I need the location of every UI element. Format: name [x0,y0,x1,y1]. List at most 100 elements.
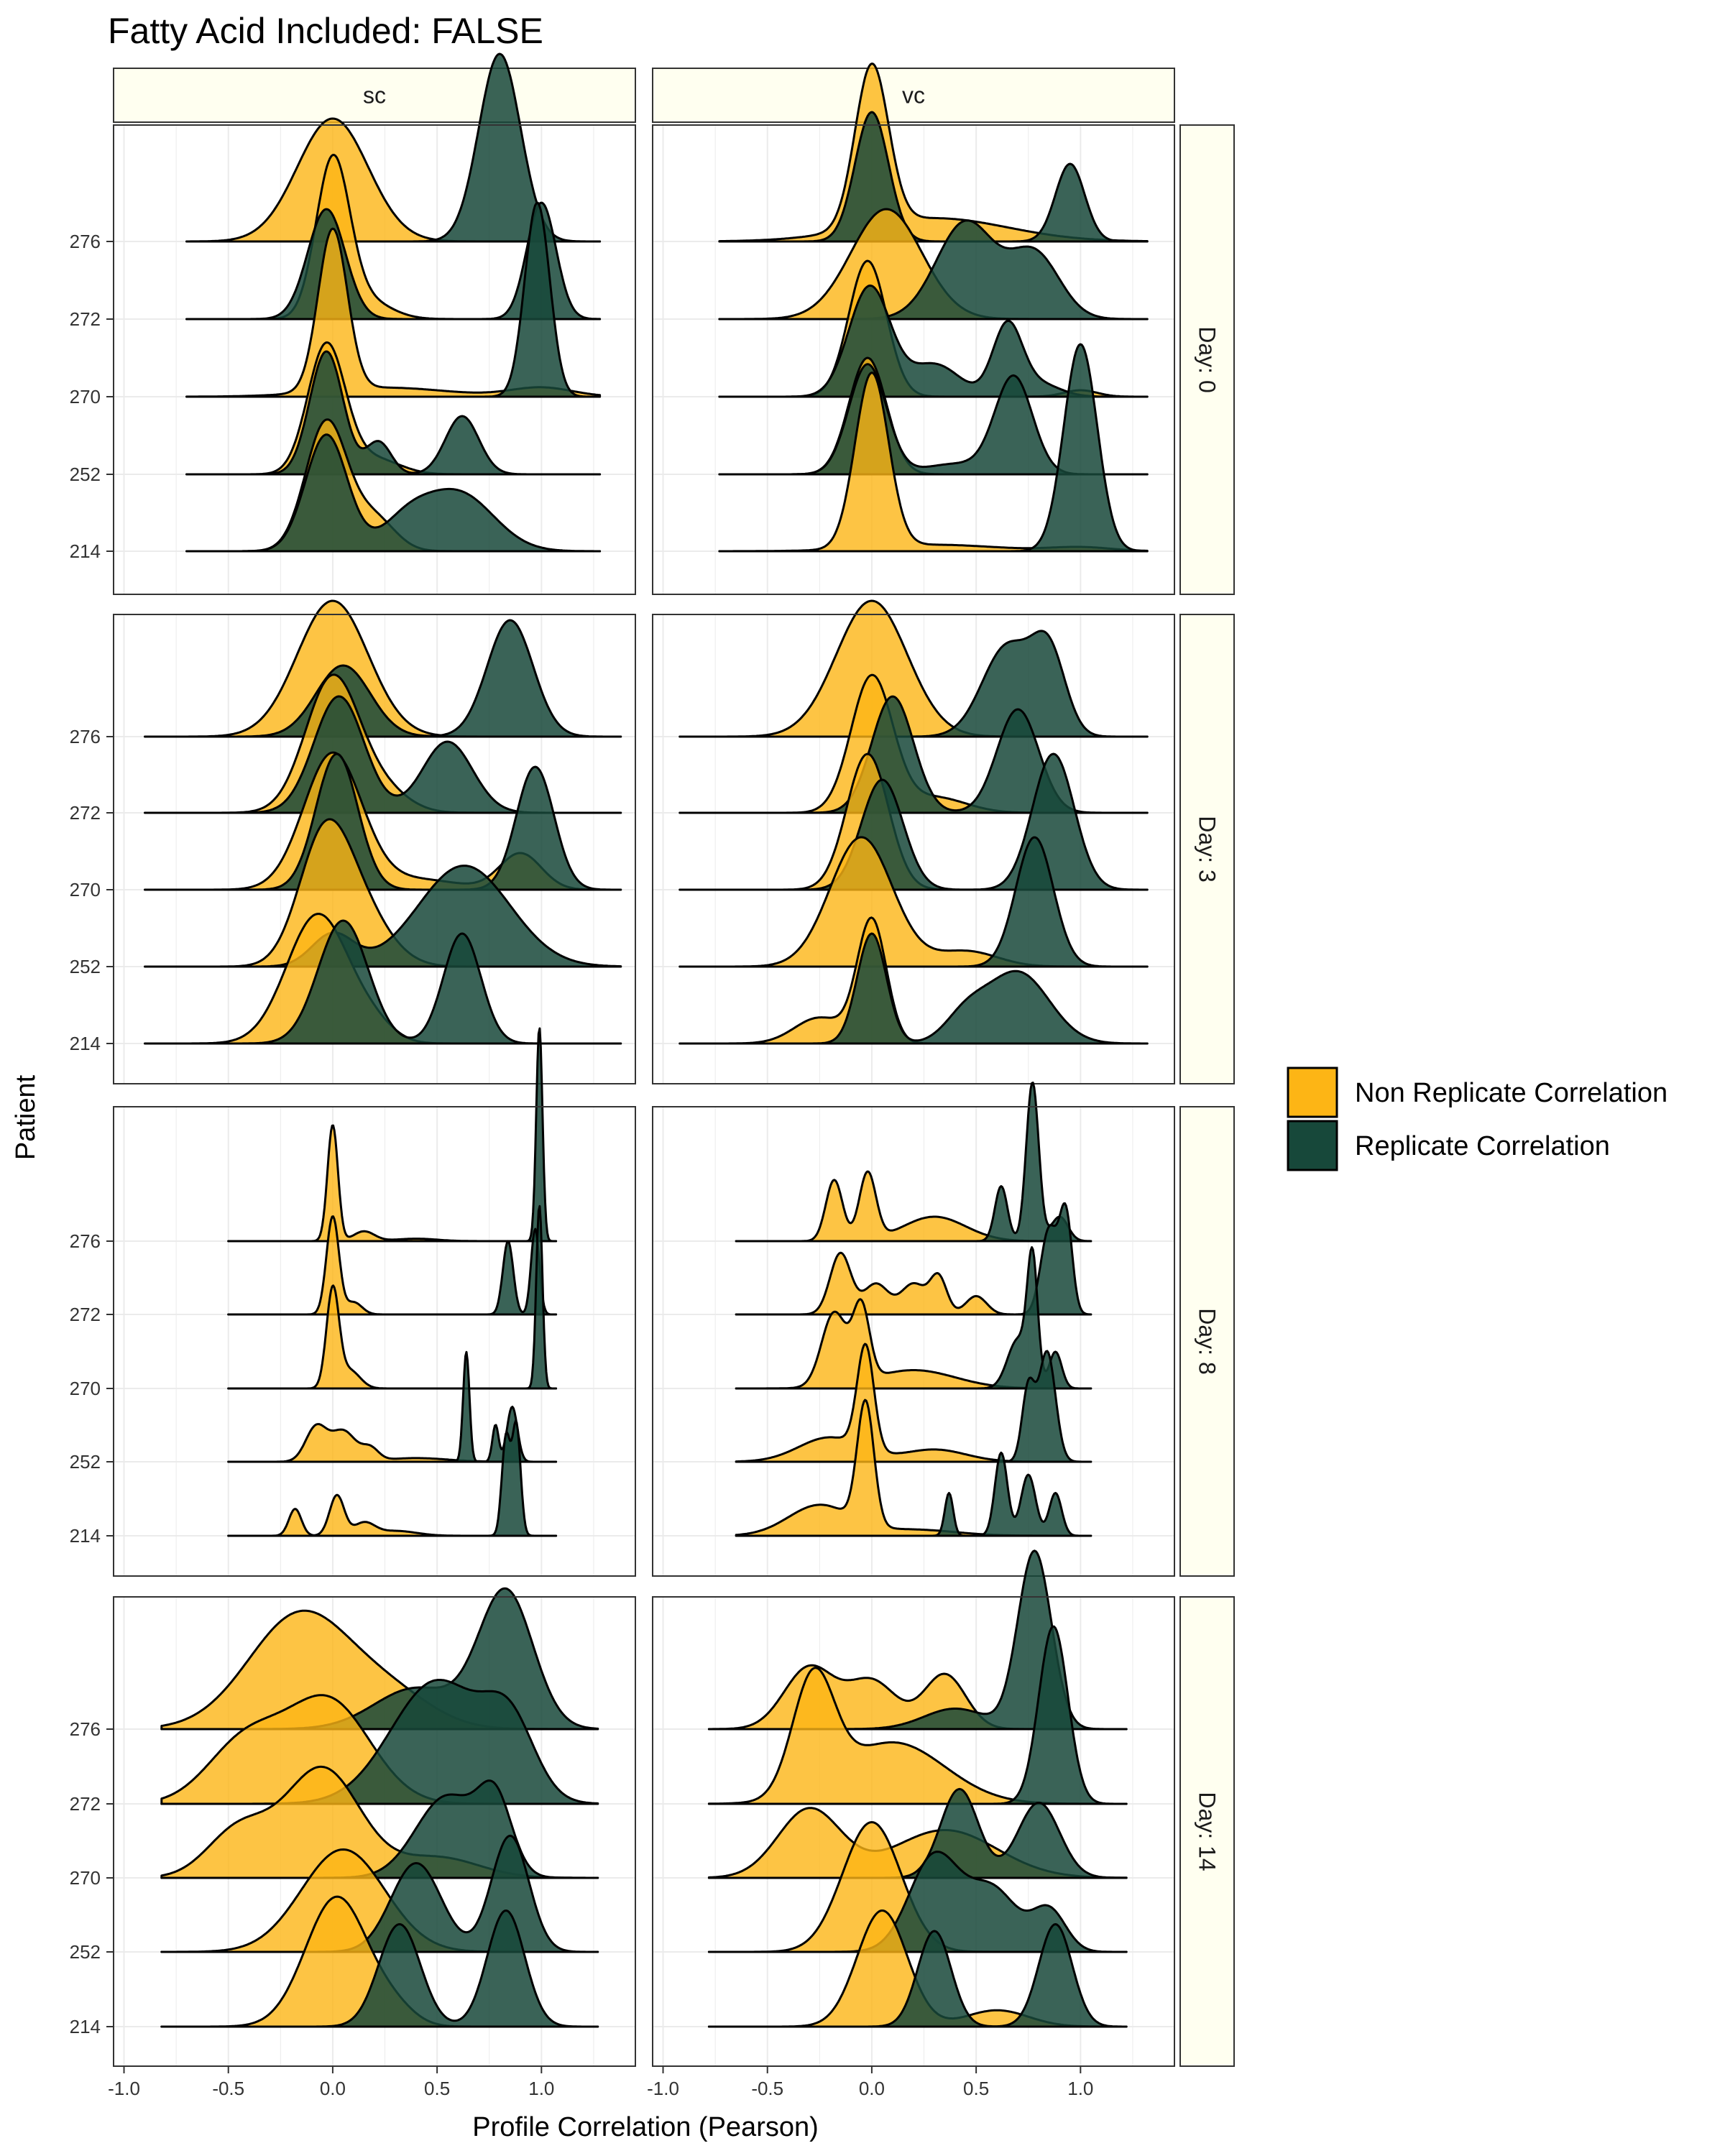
row-strip-day-3 [1179,614,1235,1084]
replicate-density [227,1204,558,1390]
panel-background [653,1107,1174,1576]
y-tick-label: 276 [70,1718,101,1740]
ridge-patient-272 [718,208,1149,321]
replicate-density [707,1923,1128,2028]
ridge-patient-270 [144,751,622,891]
replicate-density [735,1451,1092,1537]
y-axis-title: Patient [11,1074,41,1160]
ridge-patient-252 [735,1342,1092,1463]
y-tick-label: 276 [70,231,101,252]
ridge-patient-252 [144,818,622,968]
ridge-patient-214 [160,1895,599,2028]
column-strip-label-vc: vc [902,83,925,109]
column-strip-label-sc: sc [363,83,386,109]
ridge-patient-252 [160,1834,599,1953]
y-tick-label: 270 [70,879,101,900]
panel-sc-day-14: 214 252 270 272 276 -1.0 -0.5 0.0 0.5 1.0 [70,1587,636,2099]
ridge-patient-272 [227,1215,558,1316]
panel-vc-day-3 [652,599,1175,1084]
replicate-density [227,1350,558,1463]
y-tick-label: 252 [70,1451,101,1473]
replicate-density [678,836,1149,968]
y-tick-label: 214 [70,1033,101,1054]
replicate-density [735,1246,1092,1390]
replicate-density [227,1419,558,1537]
replicate-density [707,1787,1128,1879]
y-tick-label: 272 [70,1304,101,1325]
replicate-density [185,350,602,476]
panel-vc-day-14: -1.0 -0.5 0.0 0.5 1.0 [647,1549,1175,2099]
ridge-patient-276 [678,599,1149,738]
row-strip-label-day-3: Day: 3 [1195,816,1220,882]
panel-border [113,1596,636,2067]
replicate-density [678,932,1149,1045]
panel-border [652,1596,1175,2067]
y-tick-label: 214 [70,540,101,562]
row-strip-label-day-8: Day: 8 [1195,1308,1220,1374]
legend-swatch-non-replicate [1287,1067,1338,1118]
replicate-density [718,219,1149,321]
panel-sc-day-8: 214 252 270 272 276 [70,1027,636,1577]
x-tick-label: 1.0 [1067,2078,1093,2099]
panel-border [113,124,636,595]
y-tick-label: 270 [70,1378,101,1399]
y-tick-label: 276 [70,1230,101,1252]
panel-background [114,1107,635,1576]
row-strip-day-8 [1179,1106,1235,1577]
y-tick-label: 272 [70,308,101,330]
legend-swatch-replicate [1287,1120,1338,1171]
panel-sc-day-0: 214 252 270 272 276 [70,52,636,595]
ridge-patient-214 [144,913,622,1045]
x-tick-label: -0.5 [212,2078,244,2099]
ridge-patient-270 [707,1787,1128,1879]
legend-label-replicate: Replicate Correlation [1355,1131,1610,1161]
ridge-patient-252 [678,836,1149,968]
replicate-density [160,1679,599,1805]
y-tick-label: 252 [70,956,101,977]
ridge-patient-272 [707,1625,1128,1805]
replicate-density [227,1227,558,1316]
x-tick-label: -0.5 [751,2078,783,2099]
replicate-density [707,1625,1128,1805]
panel-border [652,124,1175,595]
y-tick-label: 270 [70,1867,101,1889]
replicate-density [185,52,602,243]
y-tick-label: 214 [70,2016,101,2037]
ridge-patient-276 [718,63,1149,243]
panel-border [113,1106,636,1577]
ridge-patient-214 [678,916,1149,1045]
ridge-patient-252 [185,341,602,476]
ridge-patient-214 [718,343,1149,553]
replicate-density [144,919,622,1045]
x-axis-title: Profile Correlation (Pearson) [472,2112,819,2142]
ridge-patient-276 [227,1027,558,1243]
panel-vc-day-8 [652,1082,1175,1577]
x-tick-label: 0.5 [963,2078,989,2099]
replicate-density [144,619,622,738]
replicate-density [227,1027,558,1243]
y-tick-label: 272 [70,802,101,824]
x-tick-label: 0.0 [859,2078,885,2099]
replicate-density [718,343,1149,553]
ridge-patient-272 [160,1679,599,1805]
replicate-density [718,111,1149,243]
replicate-density [160,1779,599,1879]
panel-border [652,614,1175,1084]
ridge-patient-214 [735,1399,1092,1537]
y-tick-label: 276 [70,726,101,747]
y-tick-label: 272 [70,1793,101,1815]
replicate-density [707,1851,1128,1953]
replicate-density [185,201,602,398]
panel-border [113,614,636,1084]
x-tick-label: 1.0 [528,2078,554,2099]
replicate-density [144,752,622,891]
ridge-patient-214 [185,418,602,553]
replicate-density [160,1834,599,1953]
x-tick-label: 0.0 [320,2078,346,2099]
y-tick-label: 270 [70,386,101,407]
y-tick-label: 252 [70,1941,101,1963]
panel-vc-day-0 [652,63,1175,595]
ridge-patient-276 [735,1082,1092,1243]
row-strip-day-14 [1179,1596,1235,2067]
